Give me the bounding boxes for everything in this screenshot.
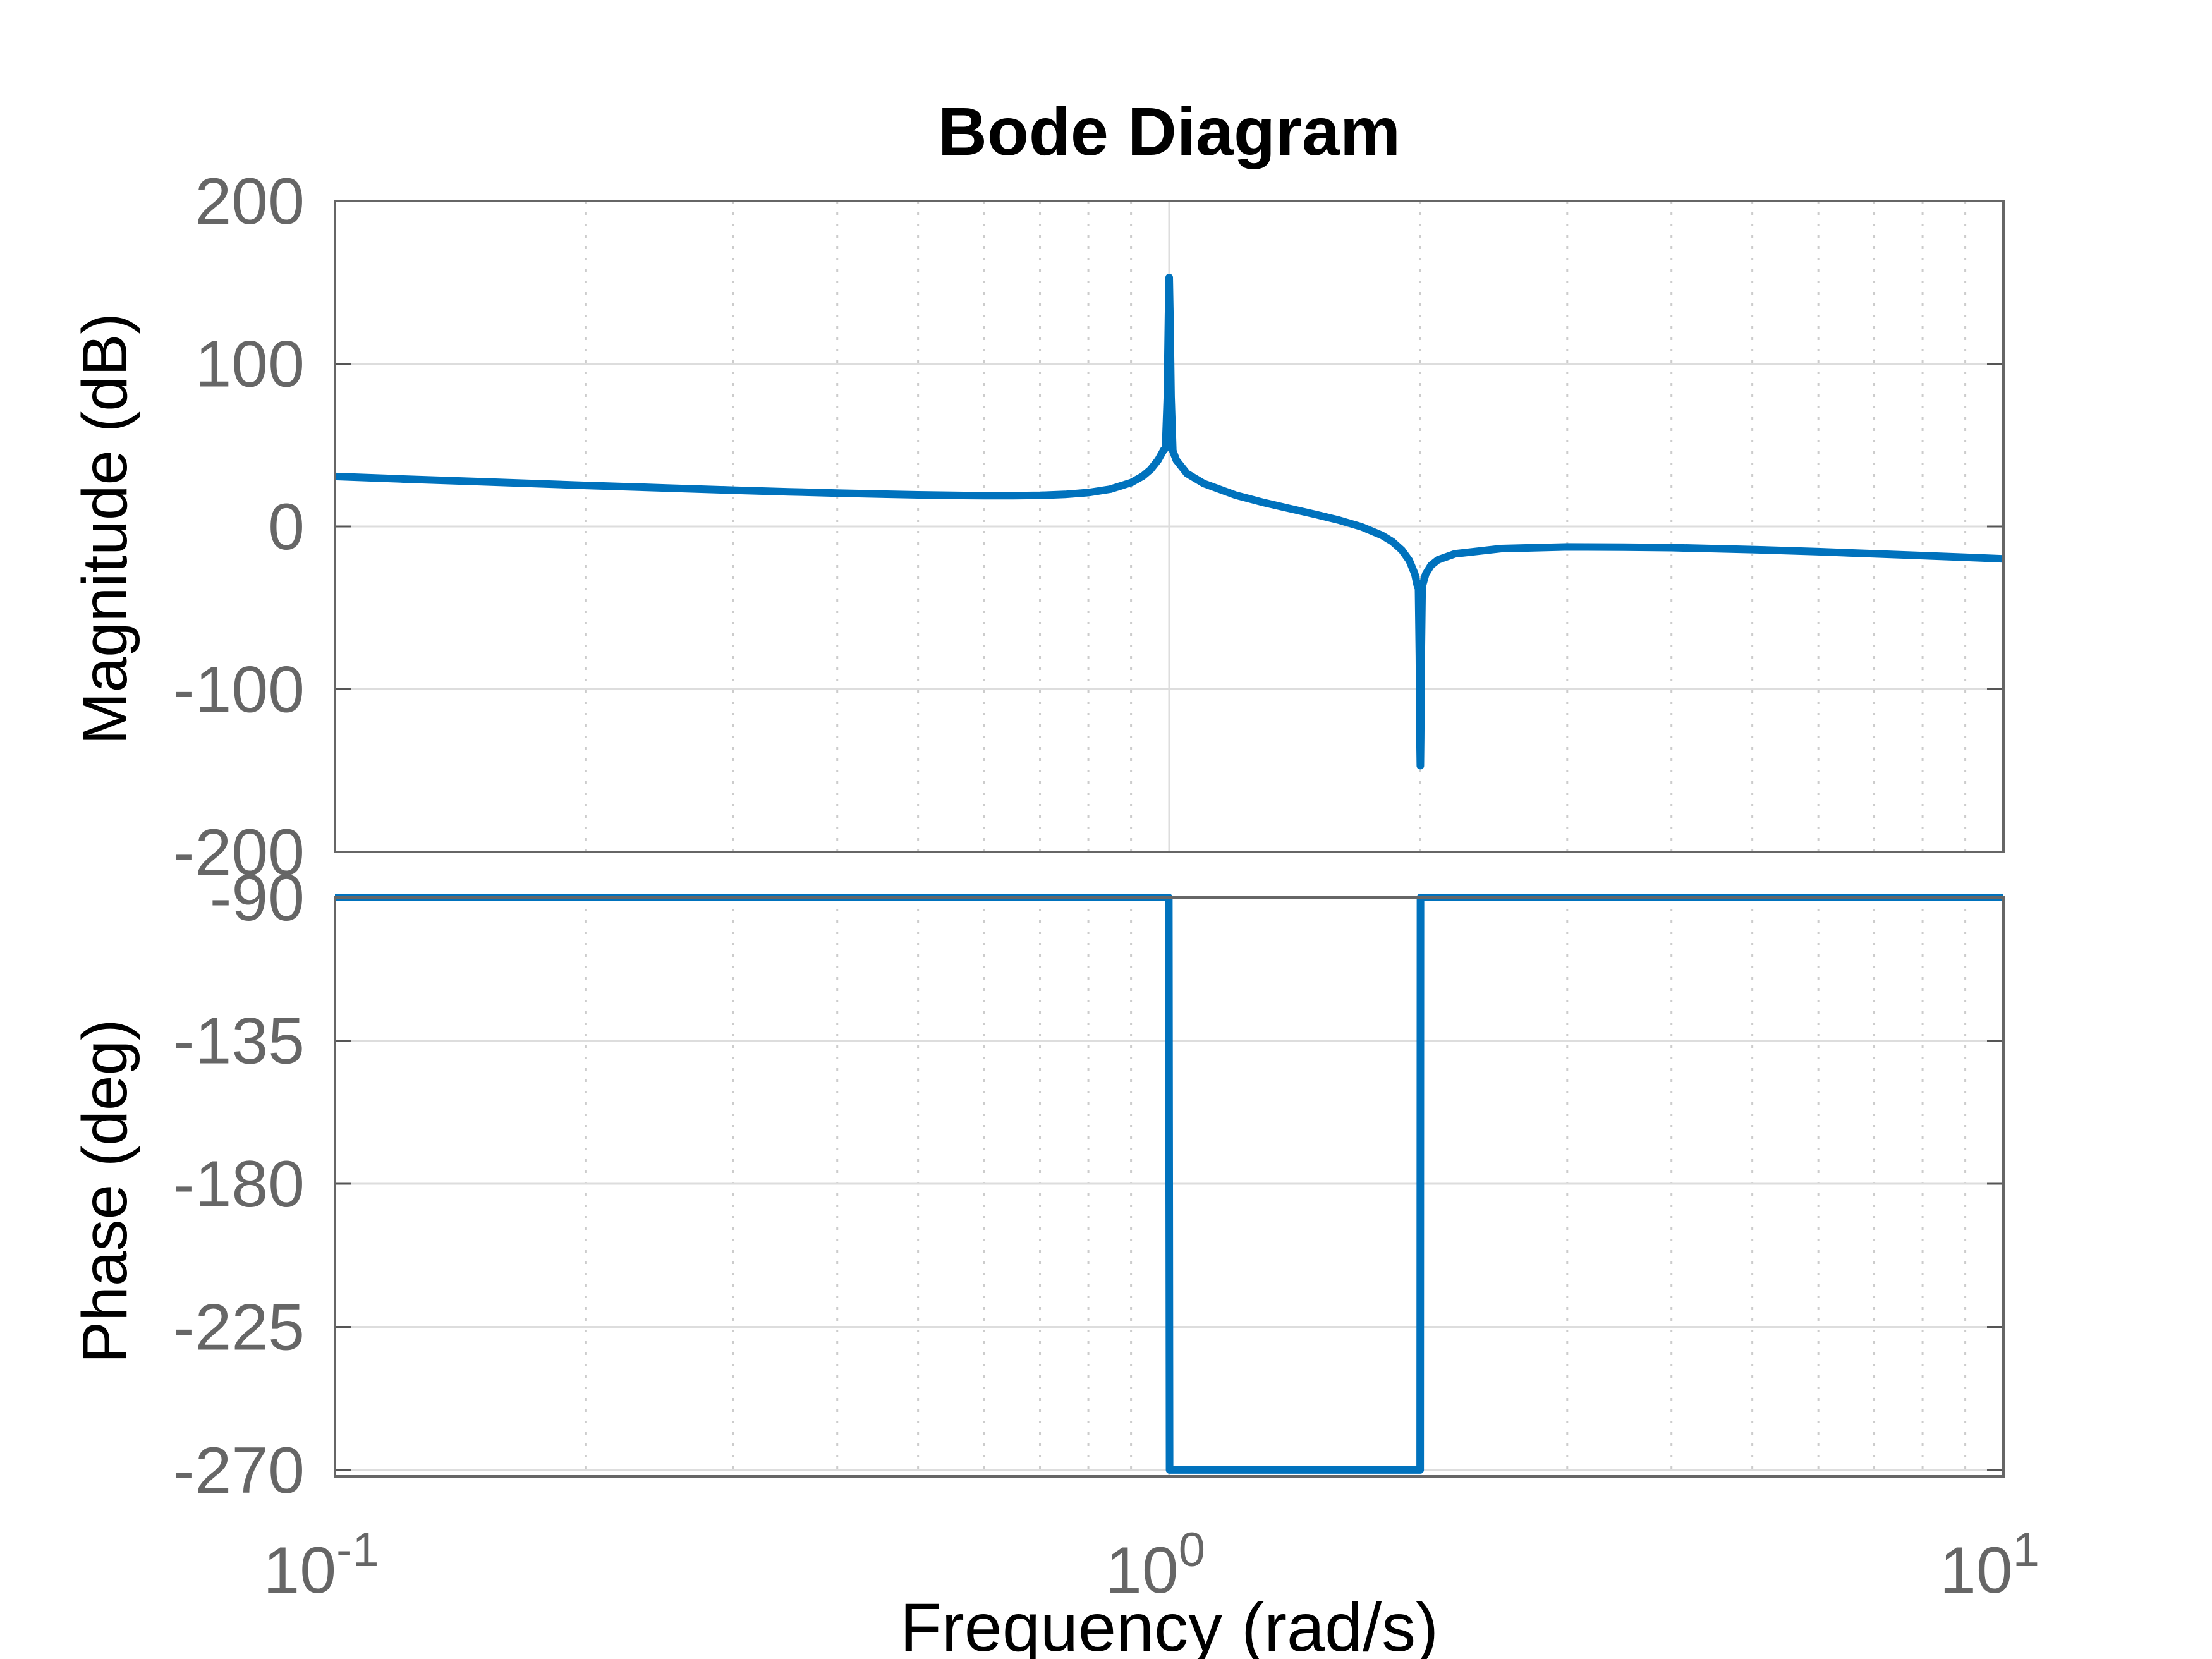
y-tick-label: -90 xyxy=(210,861,305,935)
chart-title: Bode Diagram xyxy=(938,93,1401,169)
y-tick-label: -200 xyxy=(173,816,305,889)
y-tick-label: -180 xyxy=(173,1148,305,1221)
y-tick-label: -225 xyxy=(173,1291,305,1364)
x-tick-label: 10-1 xyxy=(263,1523,379,1607)
magnitude-series-line xyxy=(334,274,2004,770)
phase-panel: -90 -135 -180 -225 -270 xyxy=(173,861,2005,1507)
x-axis-label: Frequency (rad/s) xyxy=(900,1589,1438,1659)
x-tick-label: 101 xyxy=(1940,1523,2039,1607)
y-tick-label: 100 xyxy=(195,328,305,401)
magnitude-axes-box xyxy=(334,200,2005,853)
x-tick-label: 100 xyxy=(1105,1523,1205,1607)
phase-axis-label: Phase (deg) xyxy=(70,1019,140,1364)
y-tick-label: -270 xyxy=(173,1434,305,1507)
y-tick-label: -100 xyxy=(173,653,305,727)
y-tick-label: -135 xyxy=(173,1004,305,1078)
magnitude-axis-label: Magnitude (dB) xyxy=(70,313,140,745)
magnitude-panel: 200 100 0 -100 -200 xyxy=(173,165,2005,889)
x-tick-labels: 10-1 100 101 xyxy=(263,1523,2039,1607)
y-tick-label: 0 xyxy=(268,490,305,564)
y-tick-label: 200 xyxy=(195,165,305,238)
phase-axes-box xyxy=(334,896,2005,1478)
